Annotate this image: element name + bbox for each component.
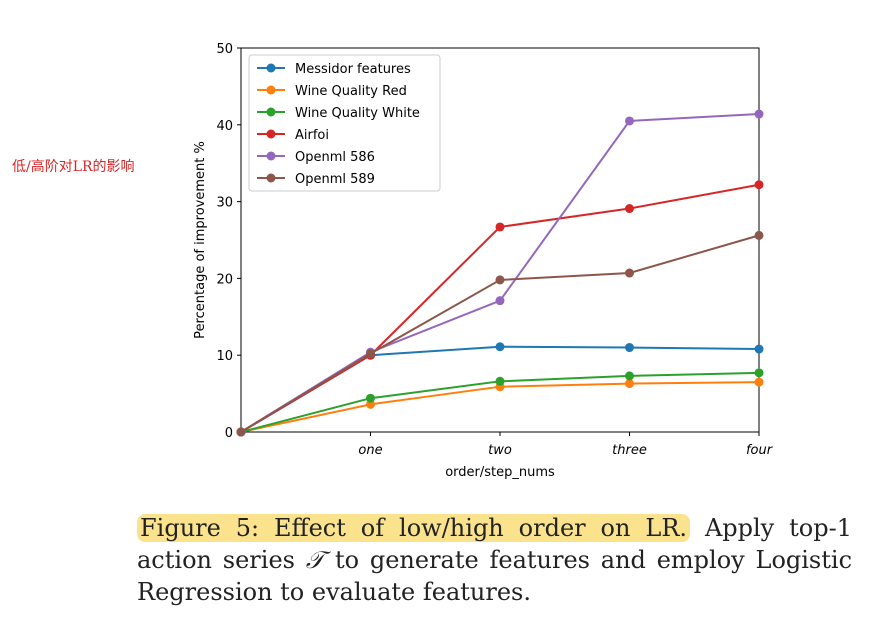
legend-marker xyxy=(266,107,276,117)
data-point xyxy=(625,379,634,389)
data-point xyxy=(754,344,764,354)
caption-text-1: Apply top-1 action series xyxy=(137,514,853,574)
data-point xyxy=(366,393,375,403)
y-tick-label: 10 xyxy=(216,349,233,364)
y-tick-label: 20 xyxy=(216,272,233,287)
data-point xyxy=(754,109,764,119)
legend-marker xyxy=(266,129,276,139)
data-point xyxy=(625,371,634,381)
figure-caption: Figure 5: Effect of low/high order on LR… xyxy=(137,512,852,608)
legend-marker xyxy=(266,173,276,183)
data-point xyxy=(625,204,634,214)
data-point xyxy=(625,268,634,278)
y-tick-label: 50 xyxy=(216,42,233,57)
data-point xyxy=(495,342,505,352)
data-point xyxy=(236,427,246,437)
data-point xyxy=(625,116,634,126)
legend-label: Wine Quality White xyxy=(295,106,420,121)
y-axis-label: Percentage of improvement % xyxy=(193,141,208,339)
y-tick-label: 30 xyxy=(216,196,233,211)
data-point xyxy=(495,376,505,386)
legend-label: Messidor features xyxy=(295,62,411,77)
y-tick-label: 0 xyxy=(225,426,233,441)
series-line xyxy=(240,183,760,433)
series-line xyxy=(240,234,760,433)
y-tick-label: 40 xyxy=(216,119,233,134)
data-point xyxy=(495,222,505,232)
data-point xyxy=(495,296,505,306)
line-chart: 0 10 20 30 40 50 one two three four order/step_num… xyxy=(193,42,774,480)
caption-symbol: 𝒯 xyxy=(305,546,325,574)
legend-label: Wine Quality Red xyxy=(295,84,407,99)
data-point xyxy=(754,180,764,190)
x-tick-label: two xyxy=(488,443,512,458)
legend-marker xyxy=(266,85,276,95)
legend-label: Openml 586 xyxy=(295,150,375,165)
x-axis-label: order/step_nums xyxy=(445,465,555,480)
data-point xyxy=(625,343,634,353)
x-tick-label: one xyxy=(358,443,382,458)
legend-label: Openml 589 xyxy=(295,172,375,187)
x-tick-label: four xyxy=(746,443,774,458)
data-point xyxy=(754,377,764,387)
data-point xyxy=(495,275,505,285)
legend-box xyxy=(248,54,441,192)
legend-marker xyxy=(266,151,276,161)
x-tick-label: three xyxy=(612,443,647,458)
caption-highlight: Figure 5: Effect of low/high order on LR… xyxy=(137,514,691,542)
data-point xyxy=(366,349,375,359)
data-point xyxy=(754,230,764,240)
data-point xyxy=(754,368,764,378)
side-annotation: 低/高阶对LR的影响 xyxy=(12,159,135,175)
legend-label: Airfoi xyxy=(295,128,329,143)
legend-marker xyxy=(266,63,276,73)
caption-text-2: to generate features and employ Logistic… xyxy=(137,546,853,606)
